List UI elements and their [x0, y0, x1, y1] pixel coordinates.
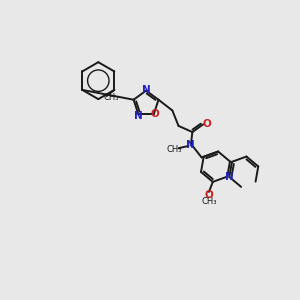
Text: O: O [150, 110, 159, 119]
Text: N: N [225, 172, 234, 182]
Text: CH₃: CH₃ [103, 93, 119, 102]
Text: N: N [134, 110, 143, 121]
Text: N: N [187, 140, 195, 150]
Text: O: O [202, 118, 211, 129]
Text: N: N [142, 85, 150, 94]
Text: O: O [205, 190, 213, 200]
Text: CH₃: CH₃ [166, 145, 182, 154]
Text: CH₃: CH₃ [201, 197, 217, 206]
